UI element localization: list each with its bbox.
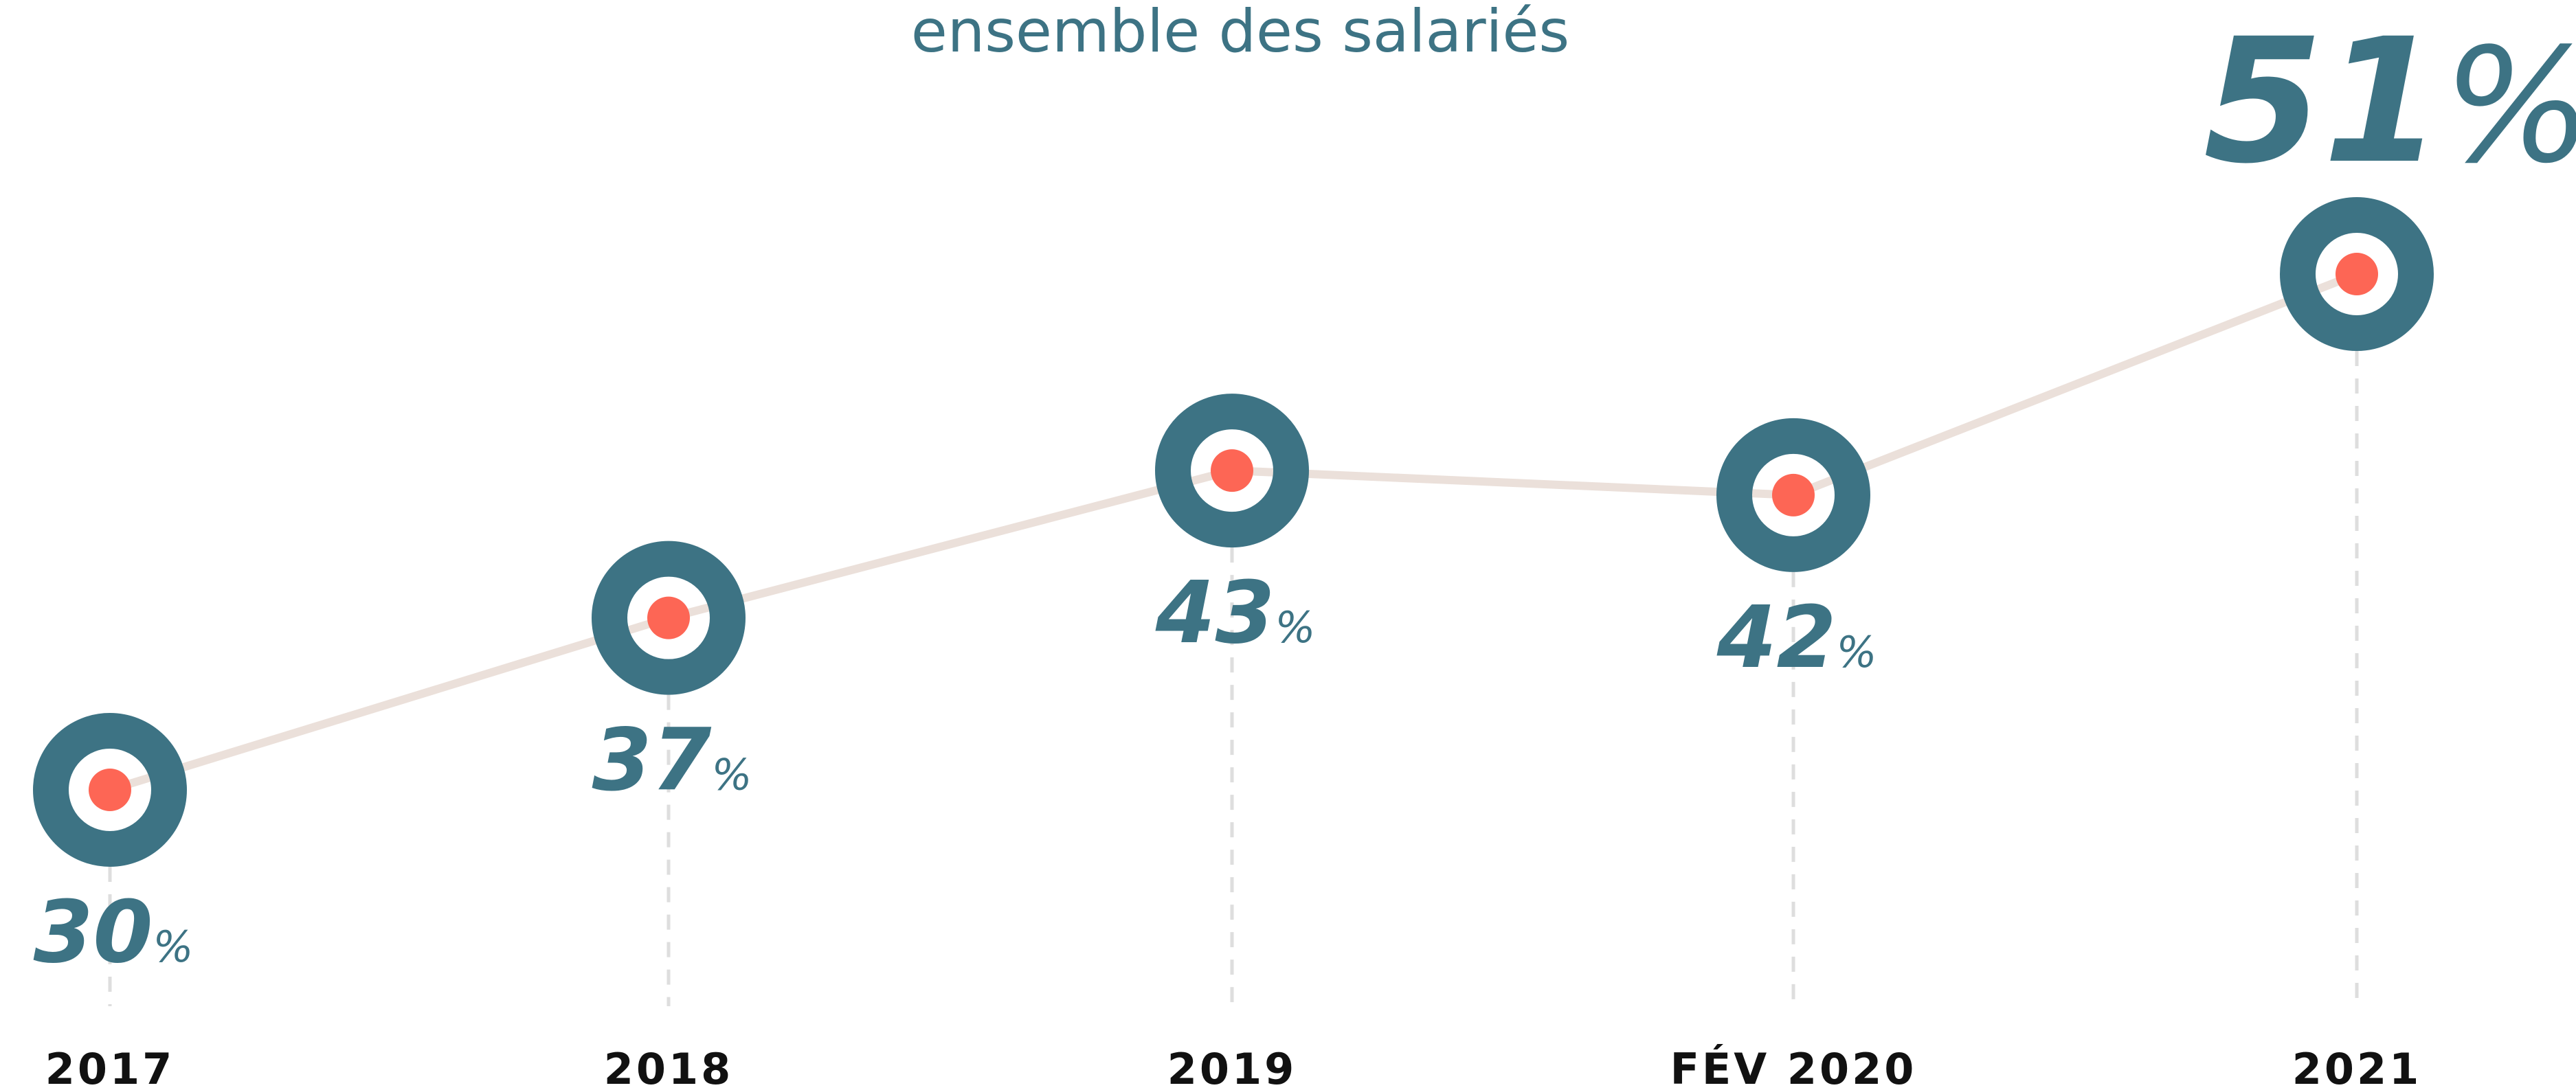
x-tick-label: 2021 (2292, 1044, 2422, 1090)
x-tick-label: FÉV 2020 (1670, 1044, 1917, 1090)
value-label: 43% (1155, 563, 1316, 663)
marker (33, 713, 187, 867)
marker-dot (647, 596, 690, 639)
value-label: 51% (2204, 1, 2576, 201)
marker (592, 541, 746, 695)
marker-ring (33, 713, 187, 867)
marker (1155, 394, 1309, 548)
marker-dot (89, 769, 131, 811)
marker-ring (2280, 197, 2434, 351)
chart-title: ensemble des salariés (911, 0, 1569, 66)
marker (1716, 418, 1870, 572)
marker (2280, 197, 2434, 351)
x-tick-label: 2017 (45, 1044, 175, 1090)
marker-ring (1716, 418, 1870, 572)
marker-dot (1211, 449, 1253, 492)
marker-dot (1772, 473, 1815, 516)
x-tick-label: 2019 (1167, 1044, 1297, 1090)
marker-ring (592, 541, 746, 695)
marker-ring (1155, 394, 1309, 548)
value-label: 42% (1716, 588, 1877, 688)
value-label: 30% (34, 883, 194, 982)
x-tick-label: 2018 (604, 1044, 734, 1090)
marker-dot (2336, 253, 2378, 295)
value-label: 37% (592, 711, 752, 810)
